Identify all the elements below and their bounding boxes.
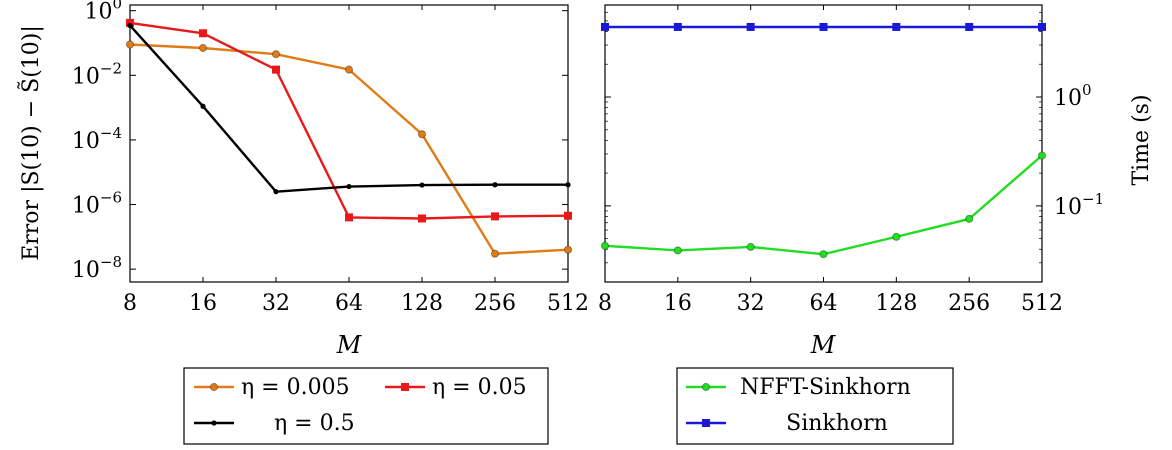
error-y-axis-label: Error |S(10) − S̃(10)|: [18, 25, 44, 261]
time-legend: NFFT-Sinkhorn Sinkhorn: [676, 367, 954, 445]
error-legend-label: η = 0.5: [274, 411, 355, 436]
time-x-axis-label: M: [810, 331, 837, 359]
error-legend-marker: [211, 420, 217, 426]
error-series: [125, 18, 573, 258]
error-data-point: [419, 182, 425, 188]
error-series-line-0-05: [129, 21, 569, 220]
time-data-point: [673, 246, 682, 255]
error-legend: η = 0.005 η = 0.05 η = 0.5: [183, 367, 549, 445]
error-data-point: [492, 182, 498, 188]
error-data-point: [199, 29, 207, 38]
time-data-point: [1037, 151, 1047, 160]
error-chart: 8 16 32 64 128 256 512 100 10−2 10−4 10−6 10−8 M Er…: [18, 0, 589, 359]
error-data-point: [491, 212, 499, 221]
error-y-tick-label: 10−2: [72, 59, 122, 89]
time-legend-box: [676, 367, 954, 445]
time-x-tick-label: 256: [948, 291, 990, 316]
error-data-point: [198, 43, 208, 53]
time-data-point: [600, 241, 610, 250]
error-data-point: [200, 103, 206, 109]
error-data-point: [490, 249, 500, 258]
error-legend-label: η = 0.05: [432, 375, 527, 400]
error-series-line-0-5: [129, 24, 568, 193]
time-data-point: [1038, 22, 1046, 31]
error-legend-marker: [209, 382, 219, 392]
error-data-point: [344, 65, 354, 74]
error-x-tick-label: 512: [547, 291, 589, 316]
error-data-point: [271, 50, 281, 59]
error-data-point: [127, 22, 133, 29]
time-x-tick-label: 64: [810, 291, 838, 316]
time-x-tick-label: 128: [875, 291, 917, 316]
time-data-point: [965, 22, 974, 31]
time-data-point: [746, 242, 755, 252]
error-data-point: [273, 189, 279, 195]
time-y-axis-label: Time (s): [1129, 94, 1154, 185]
time-legend-marker: [702, 419, 710, 427]
time-y-tick-label: 100: [1054, 81, 1092, 111]
error-series-line-0-005: [129, 43, 569, 255]
time-series: [600, 22, 1047, 259]
time-plot-frame: [604, 4, 1043, 283]
error-axis-ticks: 8 16 32 64 128 256 512 100 10−2 10−4 10−6 10−8: [72, 0, 589, 316]
error-x-tick-label: 256: [474, 291, 516, 316]
time-y-tick-label: 10−1: [1054, 190, 1104, 220]
time-data-point: [746, 22, 755, 31]
error-x-tick-label: 8: [123, 291, 137, 316]
error-data-point: [125, 40, 135, 49]
error-x-tick-label: 32: [262, 291, 290, 316]
error-x-tick-label: 16: [189, 291, 217, 316]
error-data-point: [565, 182, 571, 188]
error-data-point: [418, 214, 426, 223]
error-data-point: [346, 183, 352, 190]
error-x-tick-label: 128: [401, 291, 443, 316]
time-legend-marker: [701, 382, 711, 392]
error-legend-box: [183, 367, 549, 445]
time-data-point: [965, 214, 974, 223]
time-data-point: [819, 250, 828, 259]
error-data-point: [272, 65, 280, 74]
time-x-tick-label: 16: [664, 291, 692, 316]
error-data-point: [563, 245, 573, 254]
time-data-point: [892, 22, 901, 31]
time-series-line-nfft-sinkhorn: [604, 154, 1043, 256]
time-x-tick-label: 512: [1021, 291, 1063, 316]
time-data-point: [673, 22, 682, 31]
time-axis-ticks: 8 16 32 64 128 256 512 100 10−1: [598, 4, 1104, 316]
error-legend-label: η = 0.005: [241, 375, 350, 400]
error-data-point: [564, 211, 572, 220]
error-legend-marker: [401, 383, 409, 391]
time-legend-label: Sinkhorn: [786, 411, 888, 436]
error-y-tick-label: 10−8: [72, 253, 122, 283]
time-x-tick-label: 32: [737, 291, 765, 316]
error-x-tick-label: 64: [335, 291, 363, 316]
error-data-point: [417, 130, 427, 139]
time-data-point: [892, 232, 901, 241]
error-data-point: [345, 213, 353, 222]
error-y-tick-label: 10−6: [72, 189, 122, 219]
time-x-tick-label: 8: [598, 291, 612, 316]
error-y-tick-label: 100: [84, 0, 122, 25]
time-legend-label: NFFT-Sinkhorn: [740, 375, 911, 400]
time-chart: 8 16 32 64 128 256 512 100 10−1 M Time (s): [598, 4, 1154, 359]
error-x-axis-label: M: [336, 331, 363, 359]
time-data-point: [819, 22, 828, 31]
error-y-tick-label: 10−4: [72, 124, 122, 154]
time-data-point: [601, 22, 609, 31]
